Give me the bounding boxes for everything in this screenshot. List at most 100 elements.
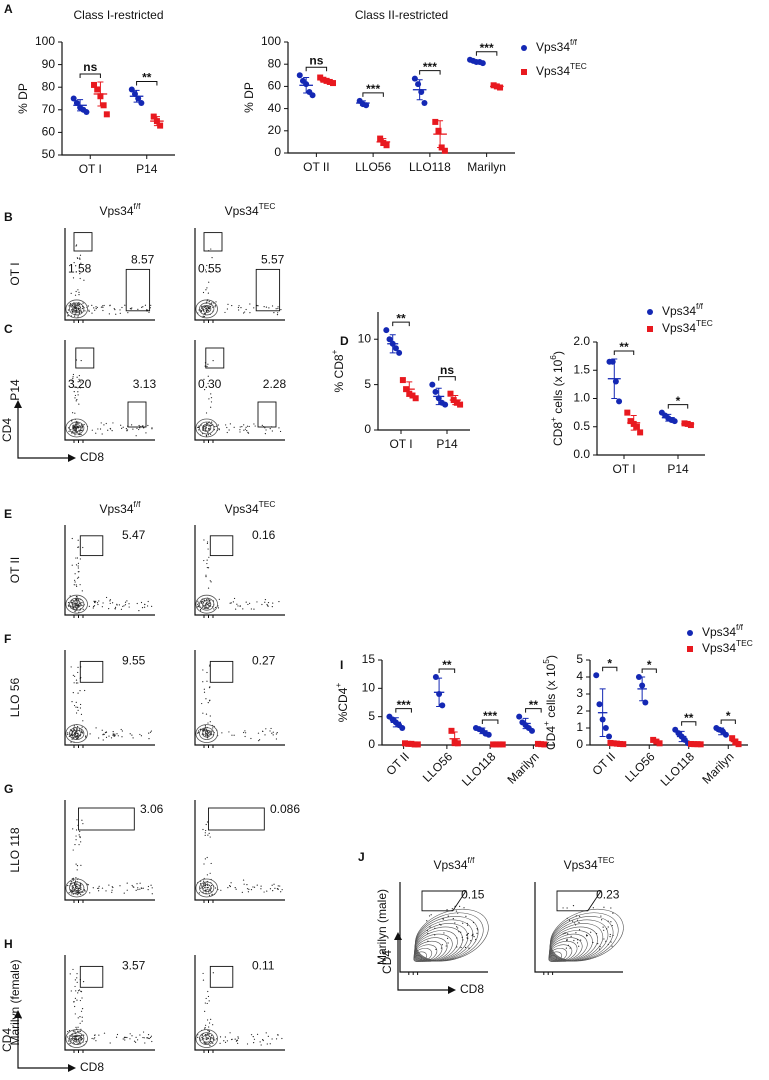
event-dot [207, 382, 209, 385]
event-dot [94, 1037, 96, 1039]
event-dot [89, 733, 91, 735]
event-dot [80, 311, 82, 313]
data-point [624, 409, 631, 416]
event-dot [92, 887, 94, 889]
event-dot [256, 601, 258, 603]
event-dot [264, 433, 266, 435]
event-dot [461, 936, 463, 938]
event-dot [150, 1035, 152, 1037]
data-point [447, 390, 454, 397]
significance-label: *** [483, 709, 497, 723]
event-dot [81, 997, 83, 999]
event-dot [237, 1037, 240, 1039]
error-bar [732, 738, 739, 745]
event-dot [124, 601, 127, 603]
y-axis-label-part: ) [551, 351, 565, 355]
event-dot [208, 428, 210, 430]
event-dot [263, 306, 265, 308]
axis-label: CD8 [80, 1060, 104, 1074]
event-dot [137, 308, 139, 310]
event-dot [212, 727, 214, 729]
event-dot [202, 828, 204, 831]
contour [69, 421, 85, 435]
event-dot [204, 1024, 207, 1026]
event-dot [201, 305, 203, 307]
x-tick-label: OT II [303, 160, 329, 174]
y-axis-label-part: + [329, 349, 339, 354]
y-tick-label: 10 [362, 681, 376, 695]
event-dot [264, 427, 266, 429]
event-dot [206, 607, 208, 610]
event-dot [280, 309, 282, 311]
x-tick-label: LLO118 [409, 160, 451, 174]
error-bar [613, 742, 620, 745]
event-dot [148, 738, 150, 740]
flow-axis [194, 800, 285, 901]
event-dot [77, 992, 79, 994]
x-tick-label: P14 [436, 437, 458, 451]
event-dot [77, 308, 79, 310]
event-dot [212, 1042, 214, 1044]
event-dot [566, 940, 568, 942]
event-dot [123, 892, 125, 894]
event-dot [598, 948, 601, 950]
event-dot [104, 732, 107, 734]
event-dot [74, 598, 77, 600]
error-bar [639, 676, 646, 702]
event-dot [207, 722, 209, 724]
event-dot [74, 604, 76, 606]
event-dot [206, 1038, 208, 1041]
event-dot [77, 1017, 79, 1019]
event-dot [139, 733, 141, 736]
y-axis-label-part: cells (x 10 [544, 663, 558, 721]
significance-bracket [720, 719, 736, 724]
event-dot [281, 1037, 283, 1040]
contour [202, 884, 212, 892]
x-tick-label: LLO118 [658, 749, 698, 789]
event-dot [245, 426, 247, 428]
event-dot [114, 733, 116, 735]
event-dot [79, 433, 81, 435]
column-header: Vps34f/f [99, 499, 141, 516]
error-bar [97, 81, 104, 107]
event-dot [71, 537, 73, 540]
event-dot [109, 1042, 111, 1044]
gate-frequency: 0.15 [461, 888, 485, 902]
event-dot [207, 292, 209, 294]
event-dot [202, 883, 205, 885]
event-dot [202, 979, 205, 981]
event-dot [116, 604, 118, 606]
event-dot [72, 886, 74, 889]
event-dot [101, 729, 103, 731]
event-dot [131, 884, 133, 887]
event-dot [242, 312, 245, 314]
event-dot [574, 924, 577, 926]
event-dot [597, 942, 599, 945]
event-dot [230, 602, 232, 604]
event-dot [200, 1039, 202, 1041]
event-dot [203, 728, 206, 730]
event-dot [114, 735, 116, 737]
event-dot [109, 600, 111, 602]
event-dot [76, 869, 78, 871]
event-dot [70, 292, 72, 294]
y-tick-label: 1.5 [573, 362, 590, 376]
legend-label: Vps34TEC [536, 61, 587, 78]
event-dot [75, 290, 77, 293]
event-dot [67, 311, 69, 314]
event-dot [77, 604, 80, 606]
event-dot [259, 1041, 261, 1043]
event-dot [80, 429, 83, 431]
event-dot [203, 1038, 205, 1040]
column-header-part: Vps34 [225, 204, 259, 218]
event-dot [114, 309, 116, 311]
event-dot [75, 829, 78, 831]
event-dot [565, 947, 567, 949]
event-dot [248, 425, 250, 428]
event-dot [73, 426, 75, 428]
event-dot [143, 606, 146, 608]
event-dot [610, 907, 612, 909]
event-dot [206, 541, 209, 543]
event-dot [447, 915, 449, 917]
event-dot [73, 262, 75, 264]
